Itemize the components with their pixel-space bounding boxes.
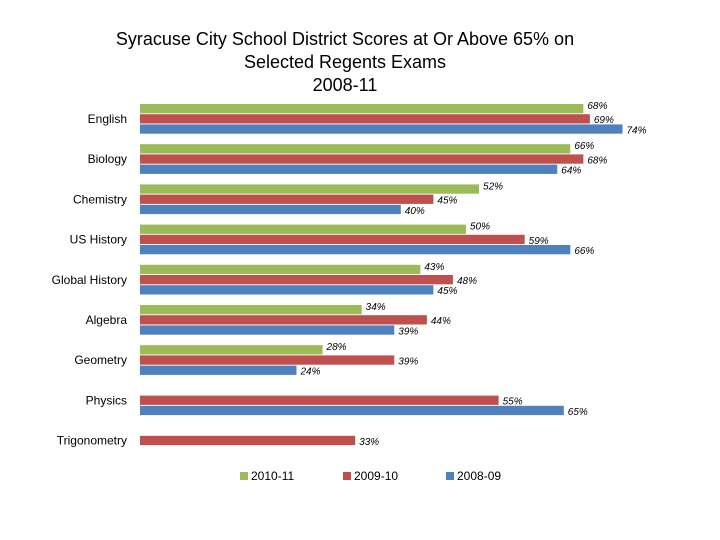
bar-geometry-2010-11	[140, 345, 323, 355]
category-label-global-history: Global History	[52, 273, 127, 287]
chart-title-line-2: Selected Regents Exams	[243, 52, 447, 72]
bar-trigonometry-2009-10	[140, 435, 356, 446]
data-label-chemistry-2010-11: 52%	[483, 181, 503, 192]
legend-label-2008-09: 2008-09	[457, 469, 502, 483]
data-label-trigonometry-2009-10: 33%	[359, 437, 379, 448]
category-label-english: English	[88, 112, 127, 126]
legend-item-2009-10: 2009-10	[343, 468, 398, 484]
data-label-chemistry-2009-10: 45%	[437, 196, 457, 207]
bar-global-history-2008-09	[140, 285, 434, 295]
bar-physics-2008-09	[140, 405, 564, 416]
data-label-english-2008-09: 74%	[626, 125, 646, 136]
data-label-geometry-2010-11: 28%	[326, 342, 347, 353]
category-label-algebra: Algebra	[86, 313, 128, 327]
data-label-us-history-2009-10: 59%	[529, 236, 549, 247]
data-label-english-2009-10: 69%	[594, 115, 614, 126]
chart-title: Syracuse City School District Scores at …	[0, 28, 690, 97]
data-label-algebra-2010-11: 34%	[366, 302, 386, 313]
data-label-english-2010-11: 68%	[587, 101, 607, 112]
bar-biology-2008-09	[140, 164, 558, 174]
legend-label-2010-11: 2010-11	[251, 469, 295, 483]
bar-english-2010-11	[140, 104, 584, 114]
bar-us-history-2009-10	[140, 234, 525, 245]
bar-chemistry-2010-11	[140, 184, 480, 194]
data-label-algebra-2008-09: 39%	[398, 326, 418, 337]
bar-chemistry-2009-10	[140, 194, 434, 204]
bar-geometry-2008-09	[140, 365, 297, 375]
bar-algebra-2010-11	[140, 305, 362, 315]
data-label-global-history-2010-11: 43%	[424, 262, 444, 273]
plot-area: English 68% 69% 74% Biology 66% 68% 64% Chemistr…	[52, 101, 647, 448]
bar-algebra-2008-09	[140, 325, 395, 335]
bar-biology-2009-10	[140, 154, 584, 164]
bar-global-history-2010-11	[140, 264, 421, 275]
data-label-biology-2010-11: 66%	[574, 141, 594, 152]
category-label-us-history: US History	[70, 233, 127, 247]
data-label-global-history-2009-10: 48%	[457, 276, 477, 287]
data-label-algebra-2009-10: 44%	[431, 316, 451, 327]
legend-item-2010-11: 2010-11	[240, 468, 294, 484]
legend-item-2008-09: 2008-09	[446, 468, 501, 484]
legend-swatch-2010-11	[240, 472, 248, 480]
legend-swatch-2008-09	[446, 472, 454, 480]
bar-physics-2009-10	[140, 395, 499, 405]
bar-biology-2010-11	[140, 144, 571, 154]
bar-global-history-2009-10	[140, 275, 453, 285]
chart-title-line-1: Syracuse City School District Scores at …	[115, 29, 575, 49]
bar-us-history-2008-09	[140, 245, 571, 255]
category-label-biology: Biology	[88, 152, 127, 166]
data-label-geometry-2009-10: 39%	[398, 356, 418, 367]
data-label-physics-2009-10: 55%	[503, 397, 523, 408]
bar-us-history-2010-11	[140, 224, 466, 234]
data-label-us-history-2010-11: 50%	[470, 222, 490, 233]
bar-english-2009-10	[140, 114, 590, 124]
category-label-chemistry: Chemistry	[73, 192, 127, 206]
data-label-biology-2009-10: 68%	[587, 155, 607, 166]
legend: 2010-11 2009-10 2008-09	[0, 468, 720, 486]
bar-geometry-2009-10	[140, 355, 395, 365]
data-label-us-history-2008-09: 66%	[574, 246, 594, 257]
bar-algebra-2009-10	[140, 315, 427, 325]
legend-swatch-2009-10	[343, 472, 351, 480]
category-label-trigonometry: Trigonometry	[57, 434, 127, 448]
category-label-geometry: Geometry	[74, 353, 127, 367]
data-label-geometry-2008-09: 24%	[299, 367, 320, 378]
legend-label-2009-10: 2009-10	[354, 469, 399, 483]
bar-chemistry-2008-09	[140, 204, 401, 215]
bar-english-2008-09	[140, 124, 623, 134]
data-label-chemistry-2008-09: 40%	[405, 206, 425, 217]
data-label-biology-2008-09: 64%	[561, 166, 581, 177]
category-label-physics: Physics	[86, 393, 127, 407]
data-label-physics-2008-09: 65%	[568, 407, 588, 418]
data-label-global-history-2008-09: 45%	[437, 286, 457, 297]
chart-title-line-3: 2008-11	[312, 75, 378, 95]
